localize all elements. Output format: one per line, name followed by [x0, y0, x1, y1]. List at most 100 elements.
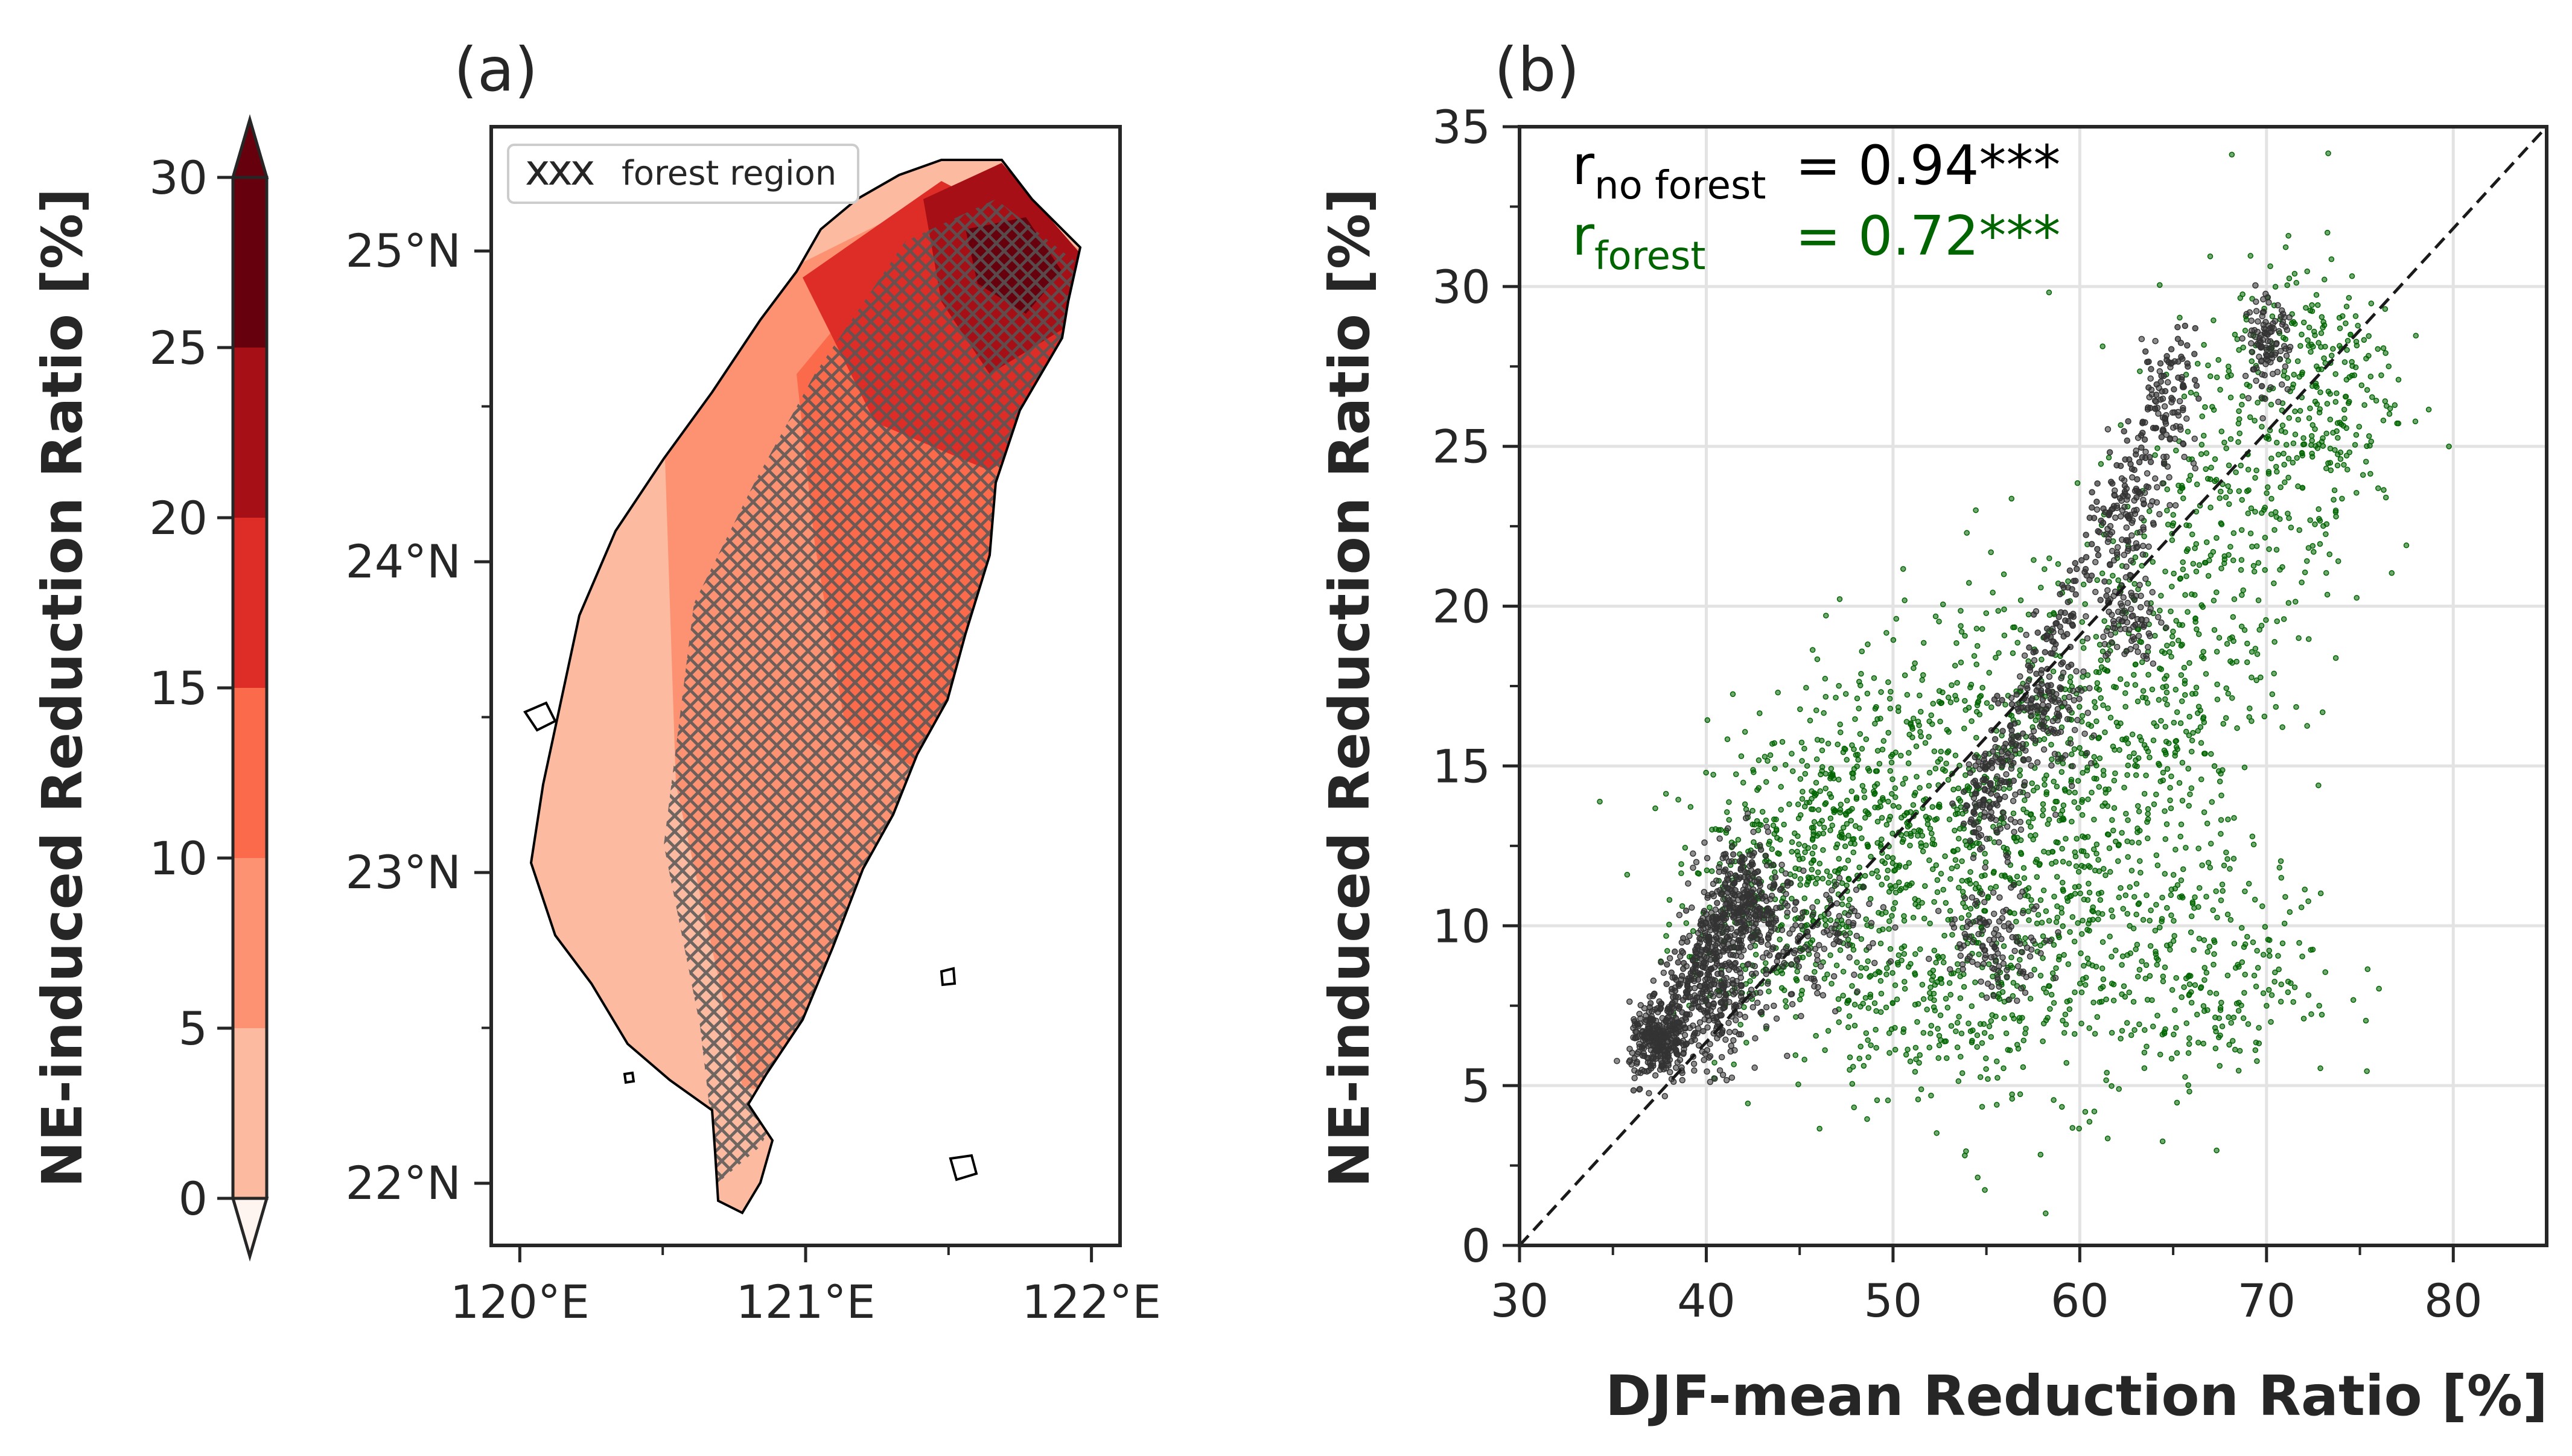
scatter-point-no-forest — [2024, 792, 2031, 799]
scatter-point-forest — [2233, 658, 2239, 665]
scatter-point-forest — [2014, 873, 2020, 880]
scatter-point-no-forest — [1788, 961, 1795, 968]
scatter-point-forest — [1844, 882, 1850, 889]
scatter-point-no-forest — [1710, 1000, 1717, 1007]
scatter-point-no-forest — [1699, 988, 1706, 996]
scatter-point-forest — [2209, 799, 2215, 805]
scatter-point-forest — [2252, 897, 2258, 903]
scatter-point-forest — [1885, 854, 1891, 860]
scatter-point-forest — [1966, 1020, 1972, 1026]
scatter-point-no-forest — [1695, 1004, 1702, 1011]
scatter-point-forest — [1956, 1014, 1962, 1020]
scatter-point-forest — [1959, 1070, 1966, 1076]
scatter-point-forest — [1935, 1055, 1941, 1061]
scatter-point-forest — [1861, 794, 1868, 801]
scatter-point-no-forest — [1972, 790, 1979, 797]
scatter-point-forest — [2241, 944, 2247, 950]
scatter-point-forest — [1849, 806, 1855, 812]
scatter-point-forest — [1847, 897, 1853, 903]
scatter-point-no-forest — [1926, 955, 1932, 962]
scatter-point-forest — [2180, 559, 2186, 565]
scatter-point-forest — [2199, 413, 2205, 419]
scatter-point-forest — [2299, 485, 2306, 491]
scatter-point-forest — [2269, 313, 2276, 319]
scatter-point-forest — [1946, 816, 1953, 822]
scatter-point-forest — [1924, 1006, 1930, 1013]
scatter-point-no-forest — [2008, 727, 2015, 734]
scatter-point-forest — [1976, 711, 1983, 717]
scatter-point-forest — [1899, 815, 1905, 821]
scatter-point-forest — [2135, 626, 2142, 633]
scatter-point-forest — [1901, 951, 1908, 957]
scatter-point-forest — [1799, 796, 1806, 802]
scatter-point-no-forest — [1646, 1038, 1652, 1045]
scatter-point-forest — [1836, 682, 1842, 689]
scatter-point-forest — [1783, 761, 1789, 768]
scatter-point-no-forest — [1670, 1005, 1677, 1012]
scatter-point-no-forest — [2039, 701, 2046, 708]
scatter-point-no-forest — [2159, 414, 2166, 421]
scatter-point-no-forest — [1685, 880, 1692, 887]
scatter-point-no-forest — [1765, 920, 1772, 927]
scatter-point-forest — [2099, 965, 2106, 971]
scatter-point-forest — [1906, 822, 1913, 828]
scatter-point-forest — [1913, 1056, 1919, 1063]
scatter-point-forest — [2093, 669, 2099, 675]
scatter-point-forest — [1900, 1026, 1907, 1032]
scatter-point-forest — [1751, 839, 1757, 845]
scatter-point-forest — [2160, 973, 2166, 979]
scatter-point-forest — [2190, 730, 2196, 736]
scatter-point-forest — [1687, 804, 1694, 810]
scatter-point-no-forest — [2055, 929, 2061, 936]
scatter-point-no-forest — [2253, 365, 2260, 372]
scatter-point-forest — [2309, 308, 2316, 314]
scatter-point-forest — [2035, 912, 2042, 918]
scatter-point-no-forest — [2169, 424, 2177, 431]
scatter-point-no-forest — [2034, 707, 2041, 714]
scatter-point-forest — [1877, 940, 1884, 947]
scatter-point-forest — [2136, 900, 2142, 906]
scatter-point-forest — [2127, 923, 2133, 929]
scatter-point-no-forest — [1982, 760, 1989, 767]
scatter-point-no-forest — [2109, 529, 2116, 536]
scatter-point-forest — [2186, 1041, 2192, 1047]
scatter-point-forest — [2271, 979, 2278, 985]
scatter-point-forest — [1863, 1030, 1870, 1036]
scatter-point-forest — [2306, 415, 2313, 421]
scatter-point-forest — [2242, 971, 2248, 978]
scatter-point-forest — [2058, 910, 2065, 916]
scatter-point-forest — [2009, 1091, 2015, 1098]
scatter-point-forest — [2096, 734, 2102, 741]
scatter-point-forest — [2317, 406, 2323, 412]
scatter-point-forest — [2041, 1020, 2047, 1026]
scatter-point-no-forest — [2123, 524, 2130, 531]
scatter-point-no-forest — [1789, 1001, 1796, 1008]
scatter-point-no-forest — [2118, 618, 2125, 625]
scatter-point-forest — [2173, 447, 2179, 454]
scatter-point-forest — [1889, 830, 1896, 837]
scatter-point-forest — [2077, 890, 2083, 897]
scatter-point-no-forest — [1749, 1004, 1757, 1011]
scatter-point-no-forest — [1853, 886, 1860, 893]
scatter-point-no-forest — [1686, 985, 1693, 992]
scatter-point-no-forest — [1727, 951, 1734, 958]
scatter-point-forest — [1928, 712, 1934, 719]
scatter-point-forest — [1964, 530, 1970, 536]
scatter-point-forest — [2228, 1020, 2234, 1026]
scatter-point-forest — [1967, 880, 1973, 887]
scatter-point-forest — [2008, 955, 2014, 961]
scatter-point-forest — [1889, 913, 1895, 919]
scatter-point-forest — [2276, 865, 2283, 871]
scatter-point-forest — [1915, 833, 1921, 839]
scatter-point-forest — [1918, 840, 1924, 847]
scatter-point-forest — [2214, 589, 2220, 596]
scatter-point-forest — [2031, 557, 2037, 563]
scatter-point-forest — [2106, 454, 2112, 461]
scatter-point-no-forest — [2135, 632, 2142, 640]
scatter-point-forest — [2073, 863, 2080, 869]
scatter-point-no-forest — [1664, 1005, 1671, 1013]
scatter-point-forest — [2078, 863, 2085, 869]
scatter-point-forest — [1941, 932, 1947, 939]
scatter-point-forest — [1821, 710, 1827, 716]
scatter-point-forest — [1777, 936, 1783, 943]
